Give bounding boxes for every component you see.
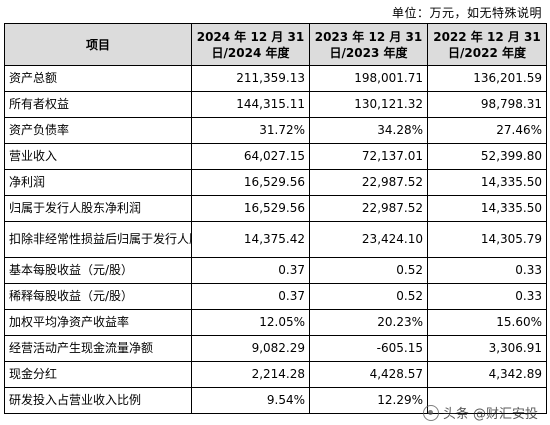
value-2024: 16,529.56: [191, 169, 310, 196]
row-label: 稀释每股收益（元/股）: [4, 283, 192, 310]
value-2024: 9,082.29: [191, 335, 310, 362]
value-2022: 0.33: [427, 257, 547, 284]
row-label: 资产负债率: [4, 117, 192, 144]
value-2022: 14,335.50: [427, 169, 547, 196]
value-2023: -605.15: [309, 335, 428, 362]
row-label: 基本每股收益（元/股）: [4, 257, 192, 284]
value-2024: 12.05%: [191, 309, 310, 336]
header-2024: 2024 年 12 月 31 日/2024 年度: [191, 23, 310, 66]
value-2024: 2,214.28: [191, 361, 310, 388]
value-2022: 15.60%: [427, 309, 547, 336]
value-2023: 0.52: [309, 283, 428, 310]
table-row: 基本每股收益（元/股） 0.37 0.52 0.33: [4, 257, 547, 284]
row-label: 营业收入: [4, 143, 192, 170]
value-2023: 20.23%: [309, 309, 428, 336]
unit-note: 单位：万元，如无特殊说明: [391, 6, 542, 20]
table-row: 研发投入占营业收入比例 9.54% 12.29%: [4, 387, 547, 414]
table-row: 归属于发行人股东净利润 16,529.56 22,987.52 14,335.5…: [4, 195, 547, 222]
row-label: 经营活动产生现金流量净额: [4, 335, 192, 362]
row-label: 现金分红: [4, 361, 192, 388]
row-label: 所有者权益: [4, 91, 192, 118]
value-2024: 14,375.42: [191, 221, 310, 258]
value-2024: 211,359.13: [191, 65, 310, 92]
table-header-row: 项目 2024 年 12 月 31 日/2024 年度 2023 年 12 月 3…: [4, 23, 547, 66]
value-2024: 144,315.11: [191, 91, 310, 118]
table-row: 净利润 16,529.56 22,987.52 14,335.50: [4, 169, 547, 196]
financial-table: 项目 2024 年 12 月 31 日/2024 年度 2023 年 12 月 3…: [4, 23, 547, 414]
value-2022: 136,201.59: [427, 65, 547, 92]
row-label: 加权平均净资产收益率: [4, 309, 192, 336]
row-label: 资产总额: [4, 65, 192, 92]
watermark-text: 头条 @财汇安投: [442, 407, 538, 422]
table-row: 稀释每股收益（元/股） 0.37 0.52 0.33: [4, 283, 547, 310]
value-2023: 198,001.71: [309, 65, 428, 92]
value-2024: 31.72%: [191, 117, 310, 144]
row-label: 归属于发行人股东净利润: [4, 195, 192, 222]
value-2024: 16,529.56: [191, 195, 310, 222]
row-label: 扣除非经常性损益后归属于发行人股东的净利润: [4, 221, 192, 258]
value-2022: 0.33: [427, 283, 547, 310]
value-2022: 52,399.80: [427, 143, 547, 170]
watermark: 头条 @财汇安投: [422, 403, 538, 422]
table-row: 加权平均净资产收益率 12.05% 20.23% 15.60%: [4, 309, 547, 336]
value-2023: 130,121.32: [309, 91, 428, 118]
header-2023: 2023 年 12 月 31 日/2023 年度: [309, 23, 428, 66]
table-row: 营业收入 64,027.15 72,137.01 52,399.80: [4, 143, 547, 170]
value-2023: 12.29%: [309, 387, 428, 414]
value-2023: 22,987.52: [309, 195, 428, 222]
table-row: 现金分红 2,214.28 4,428.57 4,342.89: [4, 361, 547, 388]
header-2022: 2022 年 12 月 31 日/2022 年度: [427, 23, 547, 66]
value-2024: 64,027.15: [191, 143, 310, 170]
value-2022: 14,305.79: [427, 221, 547, 258]
value-2022: 3,306.91: [427, 335, 547, 362]
row-label: 研发投入占营业收入比例: [4, 387, 192, 414]
watermark-logo-icon: [422, 404, 439, 421]
table-row: 资产总额 211,359.13 198,001.71 136,201.59: [4, 65, 547, 92]
table-row: 经营活动产生现金流量净额 9,082.29 -605.15 3,306.91: [4, 335, 547, 362]
value-2023: 34.28%: [309, 117, 428, 144]
row-label: 净利润: [4, 169, 192, 196]
table-row: 扣除非经常性损益后归属于发行人股东的净利润 14,375.42 23,424.1…: [4, 221, 547, 258]
value-2024: 0.37: [191, 257, 310, 284]
value-2022: 98,798.31: [427, 91, 547, 118]
value-2023: 22,987.52: [309, 169, 428, 196]
value-2023: 0.52: [309, 257, 428, 284]
value-2022: 4,342.89: [427, 361, 547, 388]
value-2023: 72,137.01: [309, 143, 428, 170]
header-item: 项目: [4, 23, 192, 66]
value-2024: 0.37: [191, 283, 310, 310]
table-row: 所有者权益 144,315.11 130,121.32 98,798.31: [4, 91, 547, 118]
value-2023: 23,424.10: [309, 221, 428, 258]
value-2023: 4,428.57: [309, 361, 428, 388]
table-row: 资产负债率 31.72% 34.28% 27.46%: [4, 117, 547, 144]
value-2022: 14,335.50: [427, 195, 547, 222]
value-2022: 27.46%: [427, 117, 547, 144]
value-2024: 9.54%: [191, 387, 310, 414]
value-2022: [427, 387, 547, 414]
